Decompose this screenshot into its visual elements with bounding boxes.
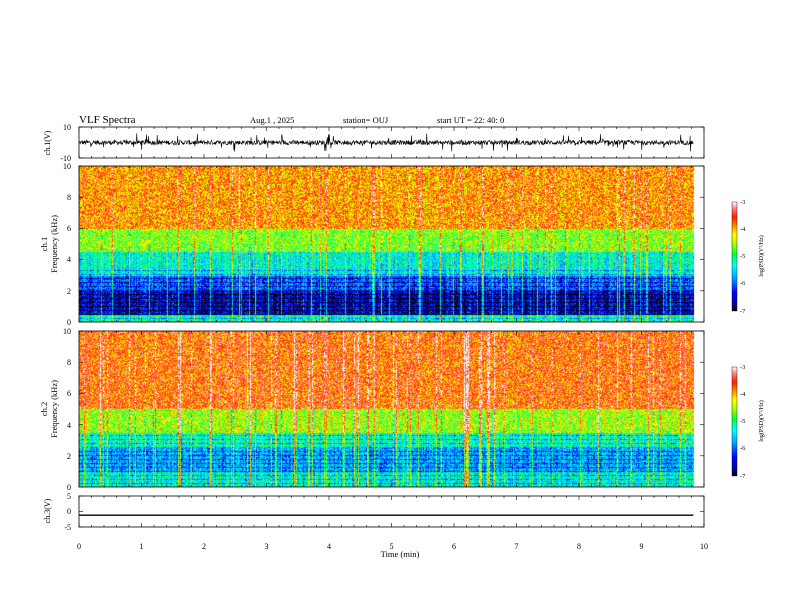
ch2-spectrogram-ytick-labels: 0 2 4 6 8 10: [63, 327, 71, 492]
ch1-cb-tick-m6: -6: [740, 280, 746, 287]
ch2-spectrogram-panel: 0 2 4 6 8 10 ch.2Frequency (kHz) -3 -4 -…: [39, 327, 765, 492]
ch1-colorbar-label: log(PSD)(V²/Hz): [758, 235, 765, 276]
ch1-cb-tick-m4: -4: [740, 226, 746, 233]
ch3-trace-ticks: [78, 495, 705, 528]
time-tick-label: 3: [265, 542, 269, 551]
ch2-ytick-6: 6: [67, 389, 71, 398]
ch1-waveform-ytick-top: 10: [63, 123, 71, 132]
ch2-spectrogram-canvas: [79, 331, 704, 487]
time-tick-label: 7: [515, 542, 519, 551]
ch1-colorbar: [731, 201, 738, 312]
ch1-spectrogram-panel: 0 2 4 6 8 10 ch.1Frequency (kHz): [39, 162, 765, 327]
time-tick-label: 6: [452, 542, 456, 551]
ch2-ytick-10: 10: [63, 327, 71, 336]
ch3-trace-panel: 5 0 -5 ch.3(V) 0 1 2 3 4 5 6 7 8 9 10 Time (min): [43, 492, 708, 559]
time-axis-label: Time (min): [381, 549, 420, 559]
date-label: Aug.1 , 2025: [250, 115, 294, 125]
ch1-ytick-4: 4: [67, 255, 71, 264]
ch2-cb-tick-m3: -3: [740, 364, 745, 371]
ch1-ytick-2: 2: [67, 287, 71, 296]
time-tick-label: 0: [77, 542, 81, 551]
station-label: station= OUJ: [343, 115, 389, 125]
ch1-ytick-8: 8: [67, 193, 71, 202]
ch1-waveform-ylabel: ch.1(V): [43, 130, 52, 155]
ch2-ytick-4: 4: [67, 421, 71, 430]
ch2-colorbar: [731, 366, 738, 477]
time-tick-label: 10: [700, 542, 708, 551]
ch2-colorbar-ticks: -3 -4 -5 -6 -7: [740, 364, 746, 480]
ylabel-line: ch.2: [39, 402, 49, 416]
time-tick-label: 9: [640, 542, 644, 551]
time-tick-label: 4: [327, 542, 331, 551]
ch1-spectrogram-ylabel: ch.1Frequency (kHz): [39, 215, 59, 273]
ch2-ytick-0: 0: [67, 483, 71, 492]
ch1-colorbar-ticks: -3 -4 -5 -6 -7: [740, 199, 746, 315]
ch3-ytick-0: 0: [67, 507, 71, 516]
ch1-cb-tick-m5: -5: [740, 253, 745, 260]
ch1-spectrogram-ytick-labels: 0 2 4 6 8 10: [63, 162, 71, 327]
time-tick-label: 2: [202, 542, 206, 551]
ch3-ytick-m5: -5: [64, 523, 71, 532]
ch2-spectrogram-ticks: [78, 330, 705, 488]
ch1-waveform-panel: 10 -10 ch.1(V): [43, 123, 705, 163]
ch2-ytick-8: 8: [67, 358, 71, 367]
ch2-cb-tick-m5: -5: [740, 418, 745, 425]
ch3-ytick-5: 5: [67, 492, 71, 501]
ch1-waveform-ticks: [78, 126, 705, 159]
time-tick-label: 5: [390, 542, 394, 551]
ylabel-line: Frequency (kHz): [49, 380, 59, 438]
ch2-cb-tick-m7: -7: [740, 473, 746, 480]
time-tick-label: 1: [140, 542, 144, 551]
ch1-cb-tick-m7: -7: [740, 308, 746, 315]
ch3-trace-frame: [78, 495, 705, 528]
ch2-colorbar-label: log(PSD)(V²/Hz): [758, 400, 765, 441]
ch1-waveform-path: [78, 133, 694, 152]
ylabel-line: Frequency (kHz): [49, 215, 59, 273]
ylabel-line: ch.1: [39, 237, 49, 251]
ch2-cb-tick-m6: -6: [740, 445, 746, 452]
ch2-ytick-2: 2: [67, 452, 71, 461]
ch3-trace-ylabel: ch.3(V): [43, 498, 52, 523]
start-time-label: start UT = 22: 40: 0: [437, 115, 504, 125]
ch2-cb-tick-m4: -4: [740, 391, 746, 398]
time-axis-tick-labels: 0 1 2 3 4 5 6 7 8 9 10: [77, 542, 708, 551]
ch1-spectrogram-ticks: [78, 165, 705, 323]
ch1-ytick-10: 10: [63, 162, 71, 171]
time-tick-label: 8: [577, 542, 581, 551]
ch1-spectrogram-canvas: [79, 166, 704, 322]
ch2-spectrogram-ylabel: ch.2Frequency (kHz): [39, 380, 59, 438]
figure-title: VLF Spectra: [79, 114, 136, 126]
ch1-ytick-0: 0: [67, 318, 71, 327]
ch1-cb-tick-m3: -3: [740, 199, 745, 206]
ch1-waveform-trace: [78, 133, 694, 152]
ch1-waveform-ytick-bottom: -10: [60, 154, 71, 163]
ch1-ytick-6: 6: [67, 224, 71, 233]
